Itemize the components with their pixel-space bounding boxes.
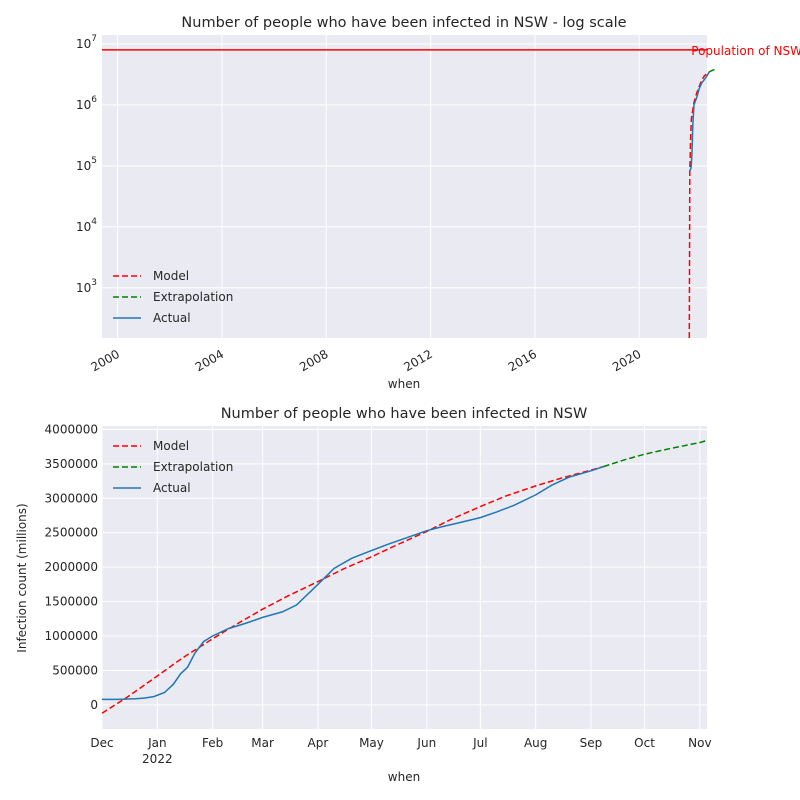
linear-chart-ytick-label: 500000 [52, 663, 98, 677]
linear-chart-year-label: 2022 [142, 752, 173, 766]
linear-chart-legend-label: Actual [153, 481, 191, 495]
linear-chart-ytick-label: 2000000 [45, 560, 98, 574]
linear-chart-legend-label: Extrapolation [153, 460, 233, 474]
linear-chart-xtick-label: Aug [524, 736, 547, 750]
linear-chart-legend: Model Extrapolation Actual [113, 439, 233, 495]
linear-chart-xtick-label: Sep [580, 736, 603, 750]
linear-chart-xtick-label: Oct [634, 736, 655, 750]
log-chart-legend-label: Extrapolation [153, 290, 233, 304]
log-series-actual [688, 71, 710, 173]
log-chart-legend: Model Extrapolation Actual [113, 269, 233, 325]
linear-chart-ytick-label: 4000000 [45, 422, 98, 436]
linear-chart-ytick-label: 2500000 [45, 526, 98, 540]
linear-chart-ytick-label: 0 [90, 698, 98, 712]
linear-chart-xtick-label: Feb [202, 736, 223, 750]
linear-chart: Number of people who have been infected … [15, 406, 712, 784]
linear-chart-ytick-label: 1000000 [45, 629, 98, 643]
linear-chart-xtick-label: Jan [147, 736, 167, 750]
linear-chart-legend-label: Model [153, 439, 189, 453]
linear-chart-ytick-label: 3500000 [45, 457, 98, 471]
log-chart-xtick-label: 2016 [506, 347, 539, 374]
log-chart-legend-label: Model [153, 269, 189, 283]
log-chart-xlabel: when [388, 377, 420, 391]
log-chart-xtick-label: 2000 [88, 347, 121, 374]
linear-chart-xlabel: when [388, 770, 420, 784]
linear-chart-xtick-label: Dec [90, 736, 113, 750]
linear-chart-xtick-label: Jun [416, 736, 436, 750]
log-chart-ytick-label: 104 [76, 217, 97, 234]
population-label: Population of NSW [691, 44, 800, 58]
linear-chart-xtick-label: Apr [308, 736, 329, 750]
linear-series-model [101, 465, 604, 714]
log-series-model [688, 71, 710, 339]
linear-chart-ytick-label: 1500000 [45, 595, 98, 609]
log-series-extrapolation [708, 68, 716, 73]
log-chart-xtick-label: 2012 [401, 347, 434, 374]
log-chart-xtick-label: 2008 [297, 347, 330, 374]
linear-chart-xtick-label: Nov [688, 736, 711, 750]
linear-series-extrapolation [603, 439, 708, 468]
log-chart-ytick-label: 107 [76, 34, 97, 51]
linear-chart-plot-area [102, 426, 707, 729]
linear-chart-ylabel: Infection count (millions) [15, 503, 29, 652]
log-chart-xtick-label: 2004 [193, 347, 226, 374]
log-chart-ytick-label: 105 [76, 156, 97, 173]
linear-series-actual [102, 465, 604, 701]
linear-chart-xtick-label: Jul [472, 736, 487, 750]
log-chart-ytick-label: 103 [76, 278, 97, 295]
linear-chart-ytick-label: 3000000 [45, 491, 98, 505]
log-chart-title: Number of people who have been infected … [181, 15, 626, 31]
linear-chart-xtick-label: Mar [251, 736, 274, 750]
linear-chart-xtick-label: May [359, 736, 384, 750]
log-chart-legend-label: Actual [153, 311, 191, 325]
log-chart-xtick-label: 2020 [610, 347, 643, 374]
log-chart-ytick-label: 106 [76, 95, 97, 112]
log-scale-chart: Number of people who have been infected … [76, 15, 800, 391]
linear-chart-title: Number of people who have been infected … [221, 406, 588, 422]
